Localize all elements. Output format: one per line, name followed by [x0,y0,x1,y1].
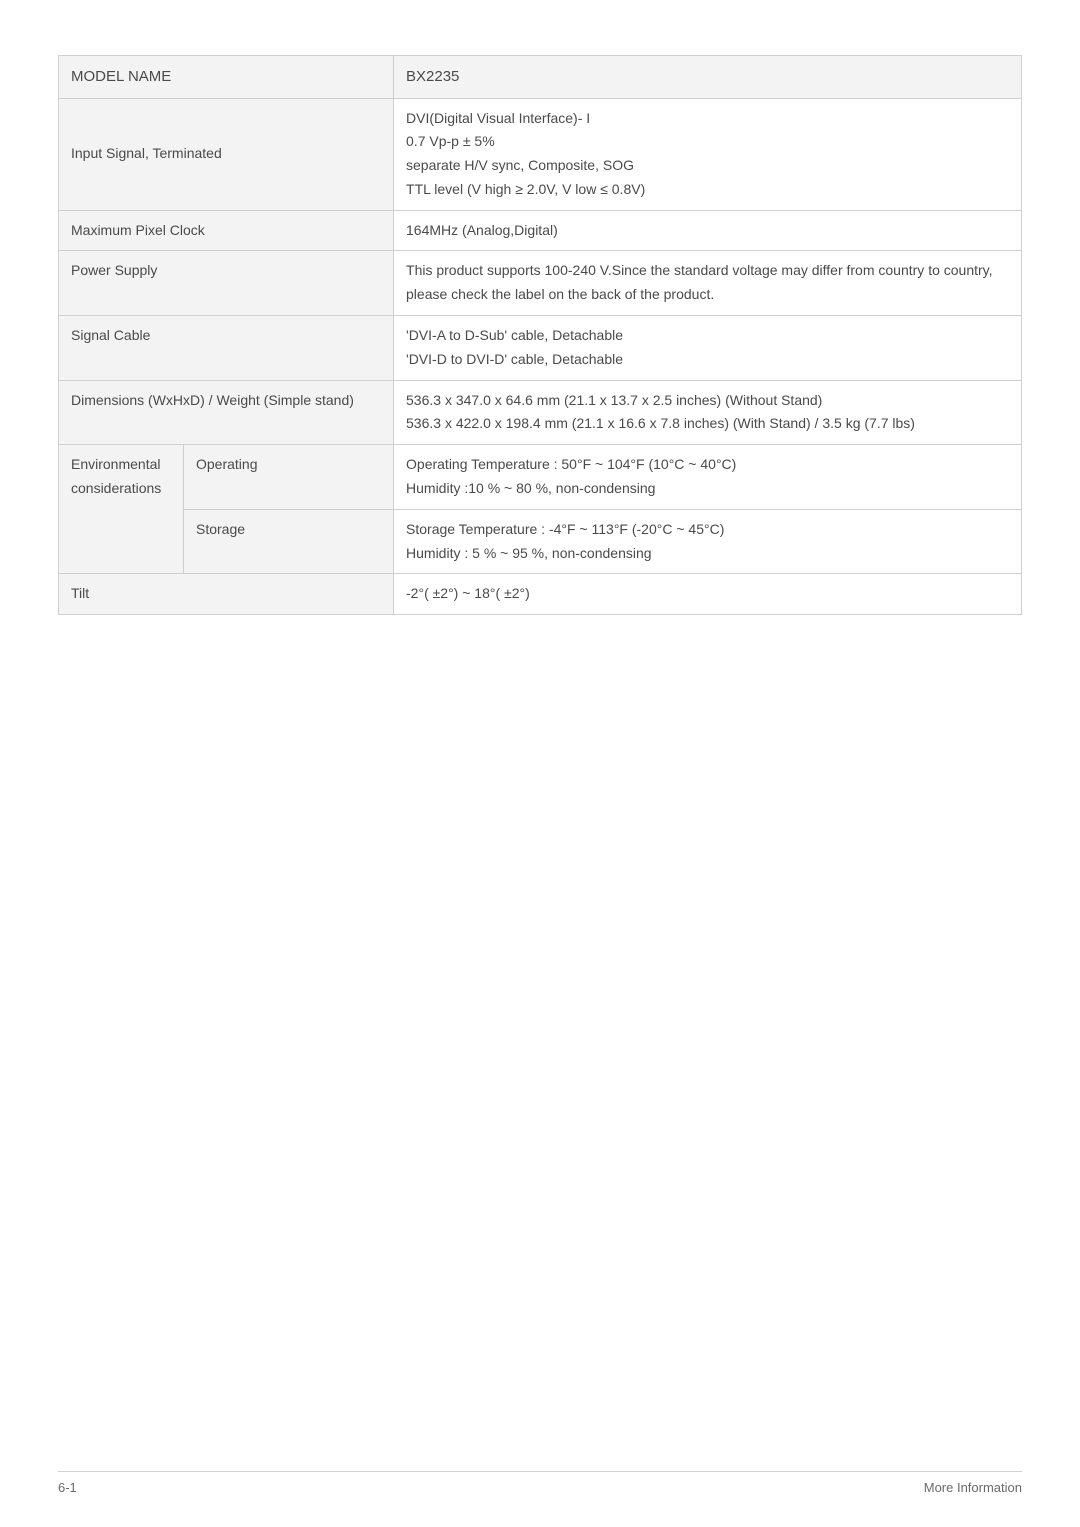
page: MODEL NAME BX2235 Input Signal, Terminat… [0,0,1080,615]
row-signal-cable: Signal Cable 'DVI-A to D-Sub' cable, Det… [59,316,1022,381]
spec-table: MODEL NAME BX2235 Input Signal, Terminat… [58,55,1022,615]
row-env-storage: Storage Storage Temperature : -4°F ~ 113… [59,509,1022,574]
row-env-operating: Environmental considerations Operating O… [59,445,1022,510]
line: Operating Temperature : 50°F ~ 104°F (10… [406,453,1009,477]
line: 'DVI-D to DVI-D' cable, Detachable [406,348,1009,372]
value-input-signal: DVI(Digital Visual Interface)- I 0.7 Vp-… [394,98,1022,210]
label-env-storage: Storage [184,509,394,574]
value-dimensions: 536.3 x 347.0 x 64.6 mm (21.1 x 13.7 x 2… [394,380,1022,445]
value-max-pixel-clock: 164MHz (Analog,Digital) [394,210,1022,251]
row-max-pixel-clock: Maximum Pixel Clock 164MHz (Analog,Digit… [59,210,1022,251]
footer-row: 6-1 More Information [58,1480,1022,1495]
value-env-storage: Storage Temperature : -4°F ~ 113°F (-20°… [394,509,1022,574]
table-header-row: MODEL NAME BX2235 [59,56,1022,99]
line: 536.3 x 422.0 x 198.4 mm (21.1 x 16.6 x … [406,412,1009,436]
footer-page-number: 6-1 [58,1480,77,1495]
label-signal-cable: Signal Cable [59,316,394,381]
label-input-signal: Input Signal, Terminated [59,98,394,210]
line: 'DVI-A to D-Sub' cable, Detachable [406,324,1009,348]
line: separate H/V sync, Composite, SOG [406,154,1009,178]
label-power-supply: Power Supply [59,251,394,316]
line: TTL level (V high ≥ 2.0V, V low ≤ 0.8V) [406,178,1009,202]
line: Humidity :10 % ~ 80 %, non-condensing [406,477,1009,501]
header-model-value: BX2235 [394,56,1022,99]
label-env-group: Environmental considerations [59,445,184,574]
row-tilt: Tilt -2°( ±2°) ~ 18°( ±2°) [59,574,1022,615]
footer-section-title: More Information [924,1480,1022,1495]
label-dimensions: Dimensions (WxHxD) / Weight (Simple stan… [59,380,394,445]
line: Storage Temperature : -4°F ~ 113°F (-20°… [406,518,1009,542]
row-dimensions: Dimensions (WxHxD) / Weight (Simple stan… [59,380,1022,445]
line: 536.3 x 347.0 x 64.6 mm (21.1 x 13.7 x 2… [406,389,1009,413]
line: Humidity : 5 % ~ 95 %, non-condensing [406,542,1009,566]
value-signal-cable: 'DVI-A to D-Sub' cable, Detachable 'DVI-… [394,316,1022,381]
footer-divider [58,1471,1022,1472]
label-env-operating: Operating [184,445,394,510]
row-input-signal: Input Signal, Terminated DVI(Digital Vis… [59,98,1022,210]
value-tilt: -2°( ±2°) ~ 18°( ±2°) [394,574,1022,615]
value-power-supply: This product supports 100-240 V.Since th… [394,251,1022,316]
header-model-name: MODEL NAME [59,56,394,99]
line: 0.7 Vp-p ± 5% [406,130,1009,154]
value-env-operating: Operating Temperature : 50°F ~ 104°F (10… [394,445,1022,510]
page-footer: 6-1 More Information [58,1471,1022,1495]
line: DVI(Digital Visual Interface)- I [406,107,1009,131]
label-max-pixel-clock: Maximum Pixel Clock [59,210,394,251]
row-power-supply: Power Supply This product supports 100-2… [59,251,1022,316]
label-tilt: Tilt [59,574,394,615]
